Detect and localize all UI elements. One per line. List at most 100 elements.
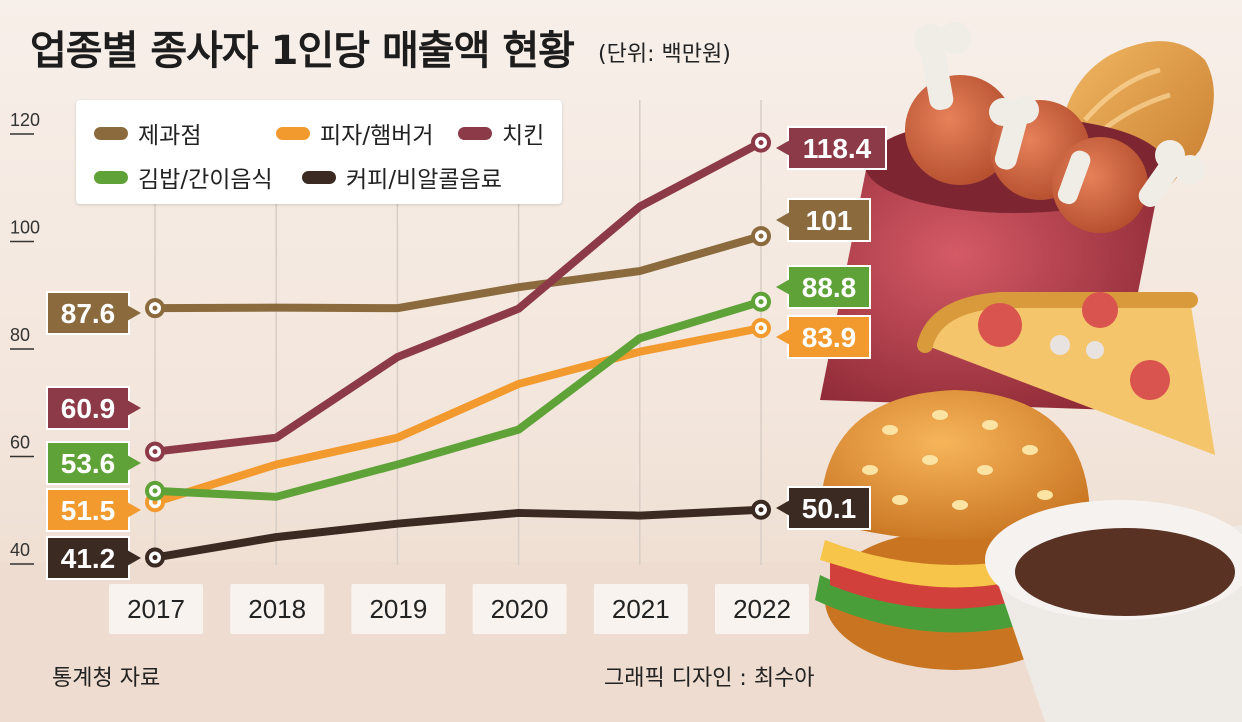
- value-label-text: 50.1: [802, 493, 857, 524]
- value-label-text: 87.6: [61, 298, 116, 329]
- value-label-1-end: 83.9: [776, 315, 871, 359]
- series-marker-dot-3-5: [758, 299, 764, 305]
- value-labels: 87.6 101 51.5 83.9 60.9 118.4 53.6 88.8 41.2 50.1: [46, 126, 887, 580]
- series-marker-dot-2-0: [152, 449, 158, 455]
- legend-swatch-gimbap: [94, 170, 128, 184]
- series-marker-dot-0-0: [152, 305, 158, 311]
- x-tick-label: 2022: [733, 594, 791, 624]
- value-label-text: 53.6: [61, 448, 116, 479]
- series-line-1: [151, 324, 765, 507]
- x-tick-label: 2020: [491, 594, 549, 624]
- series-marker-dot-1-5: [758, 325, 764, 331]
- value-label-2-end: 118.4: [776, 126, 887, 170]
- value-label-box: [787, 486, 871, 530]
- legend-swatch-bakery: [94, 126, 128, 140]
- value-label-pointer: [127, 502, 141, 518]
- x-tick-label: 2017: [127, 594, 185, 624]
- value-label-4-start: 41.2: [46, 536, 141, 580]
- food-illustration: [815, 22, 1242, 722]
- value-label-box: [46, 441, 130, 485]
- value-label-box: [46, 386, 130, 430]
- series-marker-dot-4-5: [758, 507, 764, 513]
- chart-title: 업종별 종사자 1인당 매출액 현황: [30, 28, 575, 74]
- legend-swatch-coffee: [302, 170, 336, 184]
- x-tick-2021: 2021: [593, 584, 688, 634]
- chicken-bucket-illustration: [820, 22, 1205, 410]
- legend-label-gimbap: 김밥/간이음식: [138, 167, 273, 193]
- value-label-pointer: [776, 279, 790, 295]
- series-marker-dot-1-0: [152, 499, 158, 505]
- source-note: 통계청 자료: [52, 666, 161, 691]
- series-line-3: [151, 297, 765, 501]
- x-tick-2018: 2018: [230, 584, 325, 634]
- legend-label-chicken: 치킨: [502, 123, 545, 149]
- x-axis: 2017 2018 2019 2020 2021 2022: [109, 584, 809, 634]
- x-tick-2019: 2019: [351, 584, 446, 634]
- x-tick-box: [351, 584, 446, 634]
- series-marker-dot-2-5: [758, 140, 764, 146]
- value-label-text: 41.2: [61, 543, 116, 574]
- value-label-pointer: [127, 305, 141, 321]
- legend-item-pizza-burger: 피자/햄버거: [276, 116, 434, 150]
- pizza-slice-illustration: [917, 292, 1215, 455]
- coffee-cup-illustration: [985, 500, 1242, 722]
- value-label-text: 60.9: [61, 393, 116, 424]
- x-tick-box: [109, 584, 203, 634]
- value-label-text: 51.5: [61, 495, 116, 526]
- series-line-2: [151, 138, 765, 456]
- legend-swatch-chicken: [458, 126, 492, 140]
- legend-item-bakery: 제과점: [94, 116, 201, 150]
- legend-swatch-pizza-burger: [276, 126, 310, 140]
- x-tick-label: 2021: [612, 594, 670, 624]
- x-tick-label: 2019: [369, 594, 427, 624]
- legend-label-bakery: 제과점: [138, 123, 202, 149]
- series-marker-dot-3-0: [152, 488, 158, 494]
- value-label-pointer: [776, 329, 790, 345]
- value-label-pointer: [776, 212, 790, 228]
- value-label-box: [46, 536, 130, 580]
- x-tick-box: [715, 584, 809, 634]
- value-label-text: 101: [806, 205, 853, 236]
- legend-item-coffee: 커피/비알콜음료: [302, 160, 502, 194]
- value-label-box: [787, 126, 887, 170]
- legend-item-gimbap: 김밥/간이음식: [94, 160, 273, 194]
- value-label-pointer: [776, 500, 790, 516]
- y-tick-label: 120: [10, 110, 40, 130]
- unit-label: (단위: 백만원): [598, 42, 731, 67]
- value-label-2-start: 60.9: [46, 386, 141, 430]
- x-tick-box: [472, 584, 567, 634]
- credit-note: 그래픽 디자인 : 최수아: [604, 666, 815, 691]
- value-label-box: [787, 315, 871, 359]
- x-tick-2022: 2022: [715, 584, 809, 634]
- value-label-4-end: 50.1: [776, 486, 871, 530]
- y-tick-label: 40: [10, 540, 30, 560]
- value-label-3-start: 53.6: [46, 441, 141, 485]
- y-tick-label: 60: [10, 433, 30, 453]
- y-axis: 40 60 80 100 120: [10, 110, 40, 565]
- value-label-text: 118.4: [803, 133, 872, 164]
- x-tick-box: [593, 584, 688, 634]
- legend-label-pizza-burger: 피자/햄버거: [320, 123, 434, 149]
- legend: 제과점 피자/햄버거 치킨 김밥/간이음식 커피/비알콜음료: [76, 100, 562, 204]
- value-label-0-start: 87.6: [46, 291, 141, 335]
- value-label-text: 88.8: [802, 272, 857, 303]
- y-tick-label: 80: [10, 325, 30, 345]
- value-label-pointer: [127, 550, 141, 566]
- series-marker-dot-4-0: [152, 555, 158, 561]
- value-label-pointer: [776, 140, 790, 156]
- legend-label-coffee: 커피/비알콜음료: [346, 167, 502, 193]
- x-tick-box: [230, 584, 325, 634]
- series-marker-dot-0-5: [758, 233, 764, 239]
- series-line-0: [151, 232, 765, 313]
- value-label-pointer: [127, 455, 141, 471]
- value-label-box: [787, 198, 871, 242]
- legend-item-chicken: 치킨: [458, 116, 544, 150]
- value-label-pointer: [127, 400, 141, 416]
- value-label-3-end: 88.8: [776, 265, 871, 309]
- x-tick-2017: 2017: [109, 584, 203, 634]
- value-label-text: 83.9: [802, 322, 857, 353]
- x-tick-label: 2018: [248, 594, 306, 624]
- series-layer: [145, 132, 771, 568]
- y-tick-label: 100: [10, 218, 40, 238]
